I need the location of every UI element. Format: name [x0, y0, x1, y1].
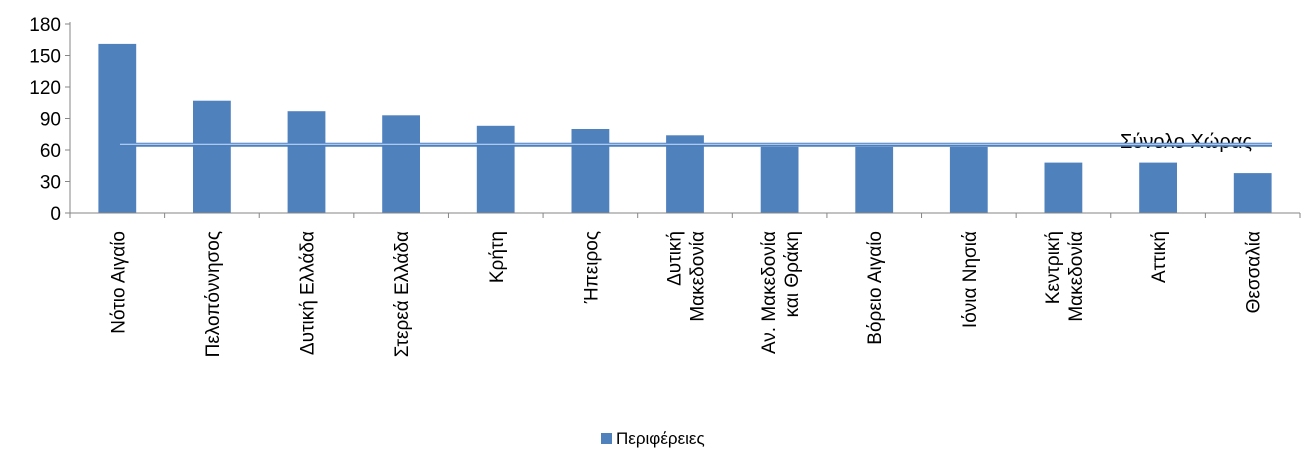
- bar: [287, 111, 326, 213]
- bar: [382, 115, 420, 213]
- x-category-label: και Θράκη: [782, 231, 803, 317]
- bar: [1044, 162, 1083, 213]
- bar: [476, 125, 515, 213]
- bar: [949, 146, 988, 213]
- x-category-label: Μακεδονία: [688, 231, 709, 322]
- y-tick-label: 180: [29, 15, 61, 36]
- bar: [666, 135, 704, 213]
- x-category-label: Νότιο Αιγαίο: [108, 231, 129, 334]
- legend: Περιφέρειες: [601, 429, 705, 448]
- x-category-label: Δυτική Ελλάδα: [298, 231, 319, 355]
- y-tick-label: 150: [29, 47, 61, 68]
- x-category-label: Στερεά Ελλάδα: [392, 231, 413, 357]
- x-category-label: Βόρειο Αιγαίο: [865, 231, 886, 345]
- y-tick-label: 120: [29, 78, 61, 99]
- legend-label: Περιφέρειες: [616, 429, 705, 448]
- x-category-label: Δυτική: [665, 231, 686, 286]
- x-category-label: Πελοπόννησος: [203, 231, 224, 357]
- y-tick-label: 60: [40, 141, 61, 162]
- x-category-label: Ήπειρος: [581, 231, 602, 304]
- bar: [855, 146, 894, 213]
- bar: [1139, 162, 1177, 213]
- legend-swatch: [601, 433, 612, 444]
- x-category-label: Κρήτη: [487, 231, 508, 283]
- y-tick-label: 30: [40, 173, 61, 194]
- bar: [193, 100, 231, 213]
- y-axis: 0 30 60 90 120 150 180: [29, 15, 71, 225]
- bar: [760, 146, 799, 213]
- x-category-label: Ιόνια Νησιά: [960, 231, 981, 328]
- bar: [98, 43, 137, 214]
- reference-line-group: Σύνολο Χώρας: [120, 131, 1272, 153]
- bars: [98, 43, 1272, 214]
- x-category-label: Μακεδονία: [1066, 231, 1087, 322]
- y-tick-label: 90: [40, 110, 61, 131]
- bar: [1233, 173, 1272, 213]
- x-category-label: Αν. Μακεδονία: [759, 231, 780, 354]
- x-axis: Νότιο Αιγαίο Πελοπόννησος Δυτική Ελλάδα Στε…: [69, 212, 1301, 357]
- x-category-label: Θεσσαλία: [1244, 231, 1265, 313]
- x-category-label: Αττική: [1149, 231, 1170, 283]
- reference-line-label: Σύνολο Χώρας: [1120, 131, 1252, 153]
- x-category-label: Κεντρική: [1043, 231, 1064, 304]
- y-tick-label: 0: [50, 204, 61, 225]
- bar: [571, 129, 610, 213]
